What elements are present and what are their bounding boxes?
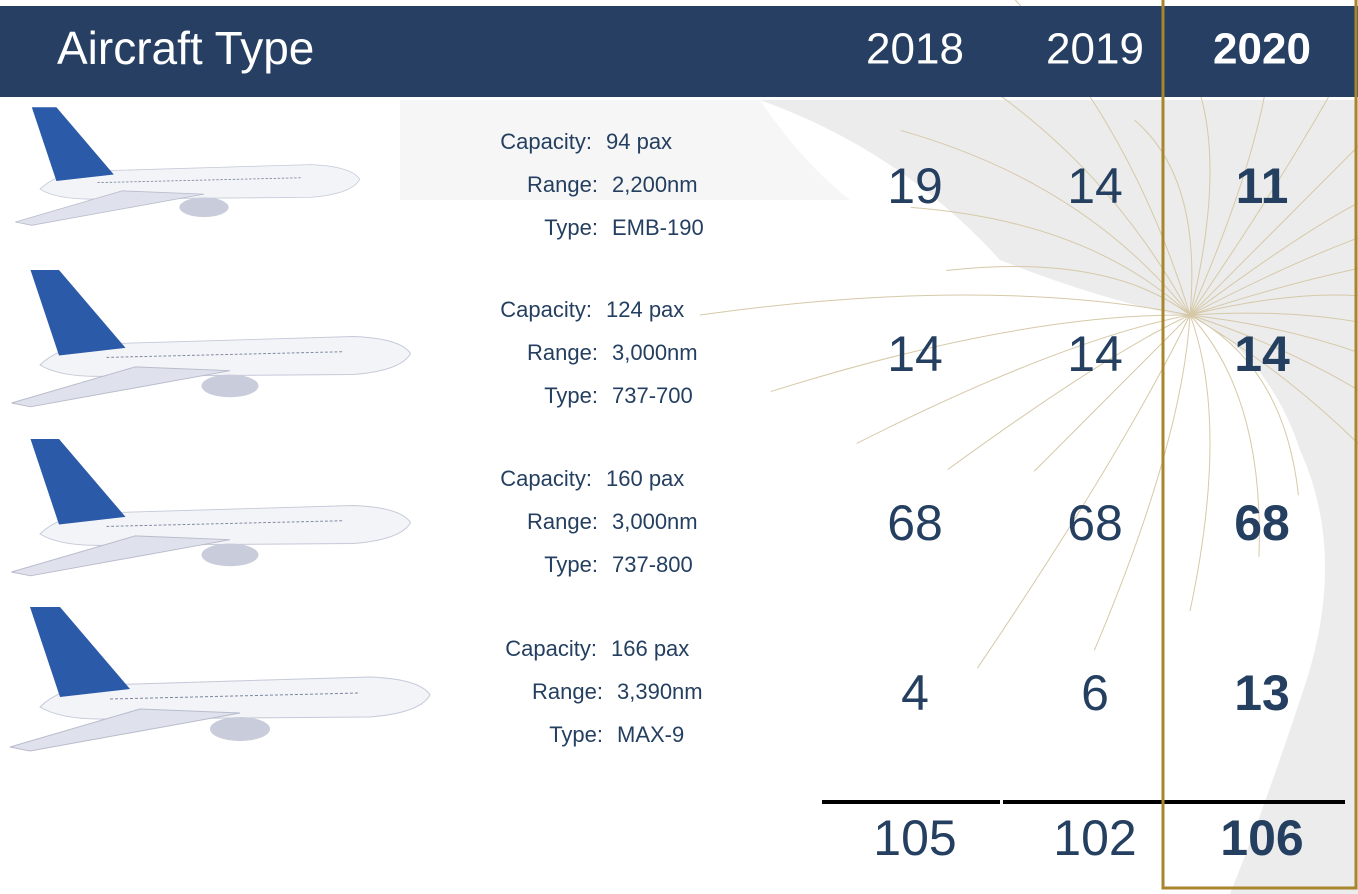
spec-label: Range: <box>527 340 598 365</box>
slide: Aircraft Type 2018 2019 2020 Capacity: 94 pa… <box>0 0 1358 894</box>
fleet-count: 4 <box>901 665 929 721</box>
spec-label: Type: <box>544 215 598 240</box>
spec-value: 737-700 <box>612 383 693 408</box>
fleet-total: 106 <box>1220 810 1303 866</box>
spec-value: 166 pax <box>611 636 689 661</box>
spec-value: EMB-190 <box>612 215 704 240</box>
spec-label: Capacity: <box>500 297 592 322</box>
fleet-count: 14 <box>887 326 943 382</box>
year-header: 2020 <box>1213 25 1311 74</box>
spec-value: 3,000nm <box>612 509 698 534</box>
fleet-total: 105 <box>873 810 956 866</box>
spec-label: Range: <box>527 172 598 197</box>
fleet-count: 11 <box>1236 158 1289 214</box>
header-title: Aircraft Type <box>57 22 314 74</box>
spec-label: Capacity: <box>500 466 592 491</box>
spec-value: 2,200nm <box>612 172 698 197</box>
spec-label: Range: <box>527 509 598 534</box>
fleet-total: 102 <box>1053 810 1136 866</box>
spec-value: 3,390nm <box>617 679 703 704</box>
spec-label: Type: <box>544 552 598 577</box>
spec-value: 737-800 <box>612 552 693 577</box>
year-header: 2019 <box>1046 25 1144 74</box>
spec-label: Capacity: <box>500 129 592 154</box>
fleet-count: 6 <box>1081 665 1109 721</box>
fleet-count: 14 <box>1067 326 1123 382</box>
spec-label: Type: <box>549 722 603 747</box>
spec-label: Type: <box>544 383 598 408</box>
spec-label: Range: <box>532 679 603 704</box>
fleet-count: 19 <box>887 158 943 214</box>
year-header: 2018 <box>866 25 964 74</box>
fleet-count: 13 <box>1234 665 1290 721</box>
fleet-count: 68 <box>1067 495 1123 551</box>
spec-value: 160 pax <box>606 466 684 491</box>
spec-label: Capacity: <box>505 636 597 661</box>
spec-value: 3,000nm <box>612 340 698 365</box>
fleet-count: 68 <box>1234 495 1290 551</box>
fleet-count: 14 <box>1067 158 1123 214</box>
spec-value: MAX-9 <box>617 722 684 747</box>
fleet-count: 68 <box>887 495 943 551</box>
fleet-count: 14 <box>1234 326 1290 382</box>
spec-value: 94 pax <box>606 129 672 154</box>
spec-value: 124 pax <box>606 297 684 322</box>
